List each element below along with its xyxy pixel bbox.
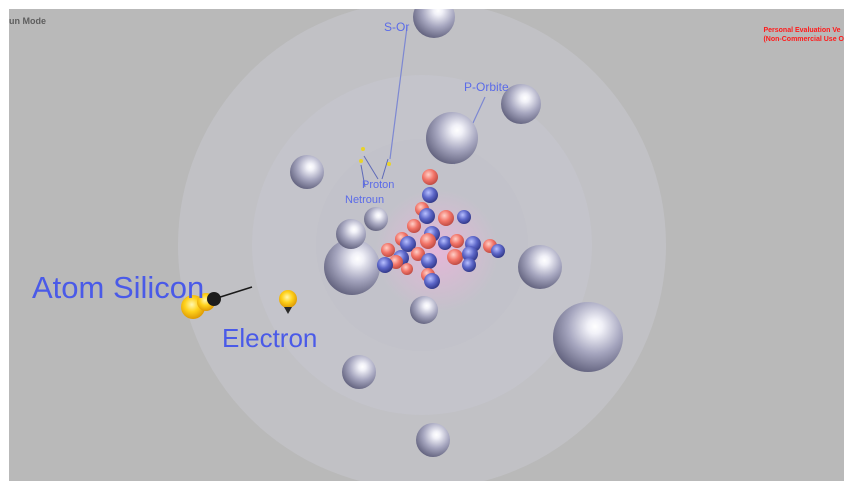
proton [381, 243, 395, 257]
shell-electron[interactable] [342, 355, 376, 389]
proton [401, 263, 413, 275]
proton [407, 219, 421, 233]
electron-marker [207, 292, 221, 306]
shell-electron[interactable] [426, 112, 478, 164]
3d-viewport[interactable]: un Mode Personal Evaluation Ve (Non-Comm… [9, 9, 844, 481]
neutron [491, 244, 505, 258]
neutron-label: Netroun [345, 194, 385, 206]
proton [450, 234, 464, 248]
proton-label: Proton [362, 179, 395, 191]
shell-electron[interactable] [290, 155, 324, 189]
atom-scene[interactable] [9, 9, 844, 481]
neutron [462, 246, 478, 262]
evaluation-notice-line-1: Personal Evaluation Ve [763, 27, 841, 34]
electron-pointer-icon [284, 307, 292, 314]
shell-electron[interactable] [501, 84, 541, 124]
shell-electron[interactable] [410, 296, 438, 324]
quark-dot [387, 162, 391, 166]
s-orbit-leader-line [389, 26, 408, 160]
proton [438, 210, 454, 226]
electron-label: Electron [222, 323, 318, 353]
highlighted-electron[interactable] [279, 290, 297, 308]
proton [411, 247, 425, 261]
shell-electron[interactable] [364, 207, 388, 231]
neutron [422, 187, 438, 203]
neutron [424, 273, 440, 289]
nucleus[interactable] [377, 169, 505, 289]
quark-dot [359, 159, 363, 163]
shell-electron[interactable] [324, 239, 380, 295]
neutron [438, 236, 452, 250]
shell-electron[interactable] [413, 9, 455, 38]
neutron [377, 257, 393, 273]
proton [447, 249, 463, 265]
proton [422, 169, 438, 185]
neutron [419, 208, 435, 224]
shell-electron[interactable] [518, 245, 562, 289]
neutron-leader-line [360, 164, 366, 188]
shell-electron[interactable] [416, 423, 450, 457]
shell-electron[interactable] [553, 302, 623, 372]
proton-leader-line-1 [363, 155, 379, 180]
s-orbit-label: S-Or [384, 20, 410, 34]
proton [420, 233, 436, 249]
evaluation-notice-line-2: (Non-Commercial Use O [763, 36, 844, 43]
p-orbit-label: P-Orbite [464, 80, 509, 94]
neutron [457, 210, 471, 224]
neutron [400, 236, 416, 252]
neutron [421, 253, 437, 269]
neutron [462, 258, 476, 272]
evaluation-notice: Personal Evaluation Ve (Non-Commercial U… [763, 26, 844, 44]
shell-electron[interactable] [336, 219, 366, 249]
mode-label: un Mode [9, 16, 46, 26]
quark-dot [361, 147, 365, 151]
atom-silicon-label: Atom Silicon [32, 270, 205, 305]
proton-leader-line-2 [381, 158, 389, 180]
